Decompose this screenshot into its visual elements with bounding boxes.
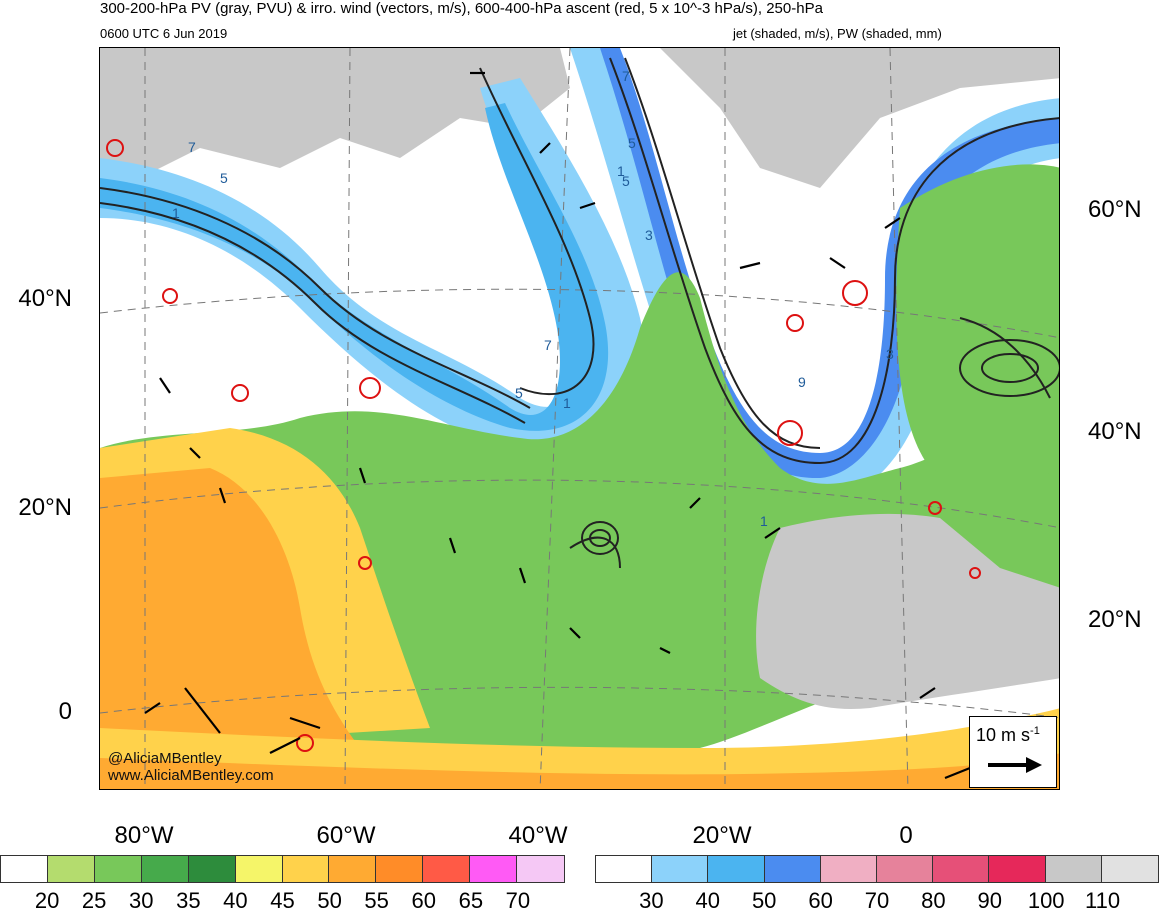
pw-colorbar-swatch (47, 856, 95, 882)
pw-colorbar-swatch (329, 856, 377, 882)
pw-colorbar-swatch (423, 856, 471, 882)
svg-text:5: 5 (515, 385, 523, 401)
pw-colorbar-tick-label: 60 (411, 888, 436, 913)
svg-text:1: 1 (760, 513, 768, 529)
contour-value-labels: 7 5 1 5 7 1 3 5 7 5 1 9 3 1 (172, 68, 894, 529)
jet-colorbar-swatch (989, 856, 1046, 882)
weather-map: 7 5 1 5 7 1 3 5 7 5 1 9 3 1 (99, 47, 1060, 790)
map-canvas: 7 5 1 5 7 1 3 5 7 5 1 9 3 1 (100, 48, 1059, 789)
pw-colorbar-swatch (282, 856, 330, 882)
lon-label-60w: 60°W (316, 822, 376, 849)
jet-colorbar-tick-label: 60 (808, 888, 833, 913)
svg-text:9: 9 (798, 374, 806, 390)
pw-colorbar-swatch (188, 856, 236, 882)
pw-colorbar-swatch (141, 856, 189, 882)
pw-colorbar-tick-label: 55 (364, 888, 389, 913)
wind-vectors (144, 71, 971, 780)
jet-colorbar-swatch (933, 856, 990, 882)
lon-label-40w: 40°W (508, 822, 568, 849)
pw-colorbar-tick-label: 45 (270, 888, 295, 913)
svg-text:5: 5 (220, 170, 228, 186)
jet-colorbar-swatch (820, 856, 878, 882)
jet-streak-west (100, 78, 644, 452)
svg-text:7: 7 (544, 337, 552, 353)
lat-label-right-60n: 60°N (1088, 196, 1142, 223)
svg-text:3: 3 (886, 346, 894, 362)
lat-label-0: 0 (58, 698, 72, 725)
jet-colorbar-swatch (652, 856, 709, 882)
jet-colorbar-tick-label: 50 (751, 888, 777, 913)
pw-colorbar-swatch (470, 856, 518, 882)
jet-colorbar-tick-label: 40 (695, 888, 721, 913)
jet-colorbar-swatch (1101, 856, 1159, 882)
lon-label-0: 0 (899, 822, 913, 849)
pw-colorbar-swatch (94, 856, 142, 882)
pw-colorbar-tick-label: 35 (176, 888, 201, 913)
pw-colorbar-tick-label: 65 (458, 888, 484, 913)
lon-label-20w: 20°W (692, 822, 752, 849)
map-title-line1: 300-200-hPa PV (gray, PVU) & irro. wind … (100, 0, 823, 17)
svg-text:7: 7 (188, 139, 196, 155)
jet-colorbar-swatch (1045, 856, 1102, 882)
svg-text:1: 1 (617, 163, 625, 179)
jet-colorbar-swatch (764, 856, 821, 882)
credit-website: www.AliciaMBentley.com (108, 767, 274, 784)
pw-colorbar (0, 855, 565, 883)
pw-itcz-core (100, 753, 1059, 789)
pw-colorbar-swatch (376, 856, 424, 882)
pw-tropical-core (100, 468, 360, 748)
pw-colorbar-tick-label: 40 (223, 888, 248, 913)
jet-colorbar-tick-label: 100 (1027, 888, 1065, 913)
jet-colorbar-tick-label: 80 (921, 888, 946, 913)
vector-arrow-icon (988, 757, 1042, 773)
ascent-contours (106, 139, 981, 752)
pw-colorbar-swatch (235, 856, 283, 882)
credit-handle: @AliciaMBentley (108, 750, 222, 767)
lat-label-40n: 40°N (18, 285, 72, 312)
jet-colorbar-tick-label: 90 (977, 888, 1003, 913)
svg-text:3: 3 (645, 227, 653, 243)
lat-label-right-20n: 20°N (1088, 606, 1142, 633)
pw-colorbar-tick-label: 50 (317, 888, 342, 913)
map-valid-time: 0600 UTC 6 Jun 2019 (100, 26, 228, 41)
jet-colorbar (595, 855, 1159, 883)
svg-text:5: 5 (622, 173, 630, 189)
jet-colorbar-tick-label: 70 (864, 888, 890, 913)
vector-scale-label: 10 m s-1 (976, 725, 1040, 745)
africa-land (756, 513, 1059, 709)
pv-region-north (100, 48, 570, 178)
map-title-line2: jet (shaded, m/s), PW (shaded, mm) (733, 26, 942, 41)
jet-core-west (100, 103, 609, 431)
pw-colorbar-tick-label: 20 (34, 888, 60, 913)
svg-text:1: 1 (563, 395, 571, 411)
lat-label-20n: 20°N (18, 494, 72, 521)
svg-text:5: 5 (628, 135, 636, 151)
pw-colorbar-swatch (1, 856, 48, 882)
pw-colorbar-tick-label: 70 (505, 888, 531, 913)
lat-label-right-40n: 40°N (1088, 418, 1142, 445)
pw-colorbar-swatch (517, 856, 565, 882)
lon-label-80w: 80°W (114, 822, 174, 849)
vector-scale-legend: 10 m s-1 (969, 716, 1057, 788)
jet-colorbar-swatch (708, 856, 765, 882)
pw-colorbar-tick-label: 30 (129, 888, 154, 913)
svg-text:1: 1 (172, 205, 180, 221)
jet-colorbar-tick-label: 110 (1085, 888, 1121, 913)
jet-colorbar-tick-label: 30 (639, 888, 664, 913)
pv-region-northeast (660, 48, 1059, 188)
svg-text:7: 7 (622, 68, 630, 84)
jet-colorbar-swatch (877, 856, 934, 882)
pw-colorbar-tick-label: 25 (81, 888, 107, 913)
jet-colorbar-swatch (596, 856, 653, 882)
